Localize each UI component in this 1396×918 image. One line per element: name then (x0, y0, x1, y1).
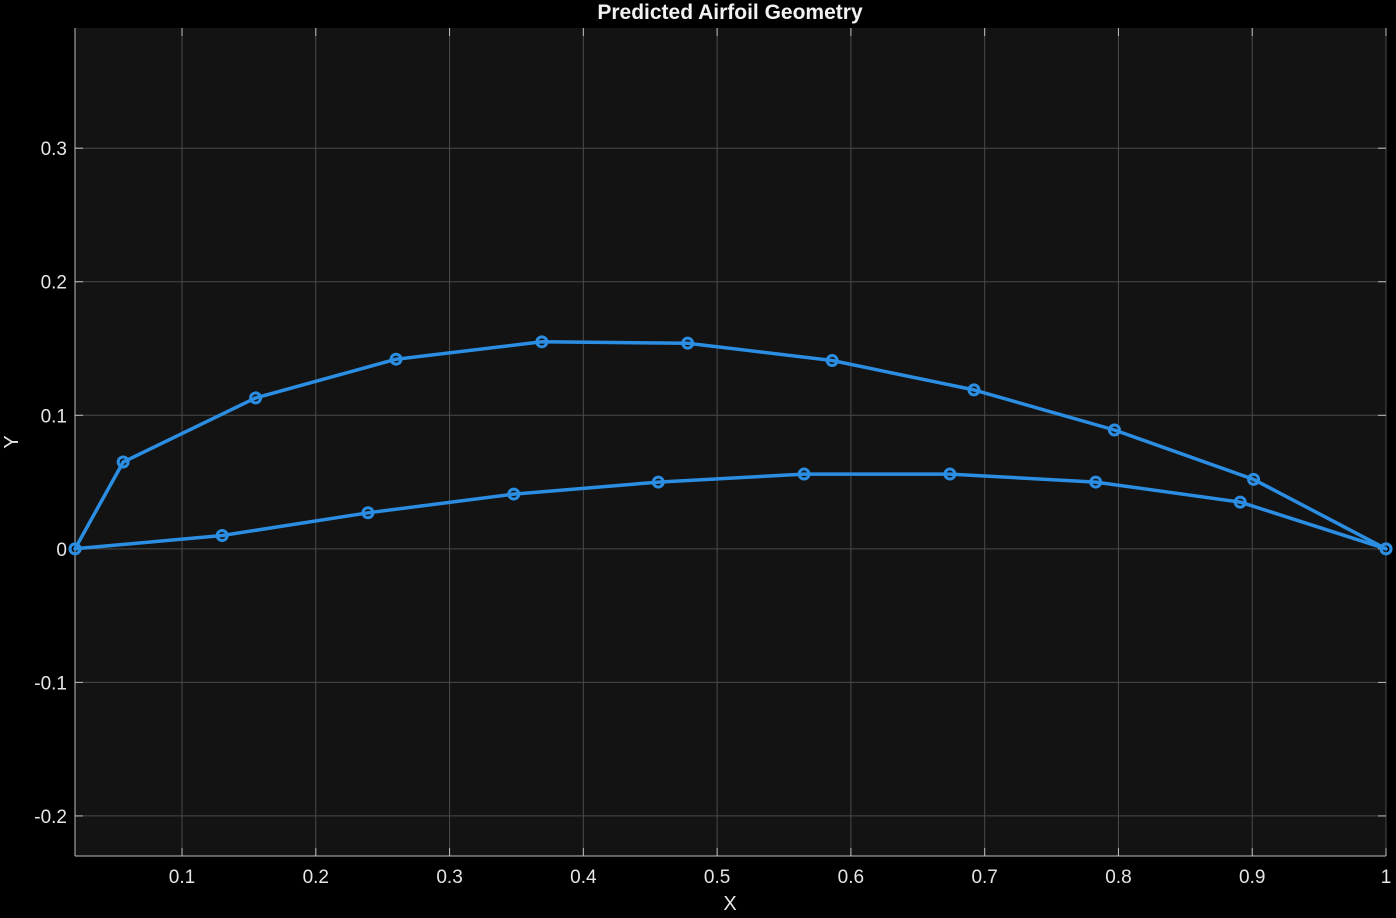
series-line-2 (73, 472, 1388, 551)
axes (74, 28, 1387, 857)
data-point-marker (967, 383, 981, 397)
y-tick-label: -0.1 (34, 673, 67, 694)
data-point-marker (1107, 423, 1121, 437)
tick-labels: 0.1 0.2 0.3 0.4 0.5 0.6 0.7 0.8 0.9 1 -0.2 -0.1 0 0.1… (34, 139, 1391, 888)
x-tick-label: 0.2 (303, 867, 329, 888)
grid-lines (75, 28, 1387, 856)
data-point-marker (1379, 542, 1393, 556)
x-tick-label: 0.5 (704, 867, 730, 888)
plot-area (75, 28, 1386, 856)
x-axis-label: X (723, 893, 736, 913)
data-point-marker (535, 335, 549, 349)
data-point-marker (943, 467, 957, 481)
x-tick-label: 1 (1381, 867, 1392, 888)
data-point-marker (681, 336, 695, 350)
y-axis-label: Y (1, 435, 23, 448)
x-tick-label: 0.9 (1239, 867, 1265, 888)
x-tick-label: 0.1 (169, 867, 195, 888)
x-tick-label: 0.4 (570, 867, 597, 888)
data-point-marker (1247, 472, 1261, 486)
data-point-marker (1089, 475, 1103, 489)
data-point-marker (797, 467, 811, 481)
data-series (68, 335, 1393, 556)
x-tick-label: 0.8 (1105, 867, 1131, 888)
data-point-marker (389, 352, 403, 366)
data-point-marker (507, 487, 521, 501)
data-point-marker (116, 455, 130, 469)
data-point-marker (361, 506, 375, 520)
x-tick-label: 0.3 (436, 867, 462, 888)
x-tick-label: 0.6 (838, 867, 864, 888)
y-tick-label: 0 (56, 540, 67, 561)
data-point-marker (825, 354, 839, 368)
chart-title: Predicted Airfoil Geometry (597, 1, 863, 24)
data-point-marker (651, 475, 665, 489)
data-point-marker (1233, 495, 1247, 509)
y-tick-label: 0.1 (41, 406, 67, 427)
series-line-1 (73, 340, 1388, 551)
data-point-marker (249, 391, 263, 405)
y-tick-label: 0.3 (41, 139, 67, 160)
y-tick-label: -0.2 (34, 807, 67, 828)
y-tick-label: 0.2 (41, 273, 67, 294)
data-point-marker (215, 528, 229, 542)
data-point-marker (68, 542, 82, 556)
x-tick-label: 0.7 (971, 867, 997, 888)
